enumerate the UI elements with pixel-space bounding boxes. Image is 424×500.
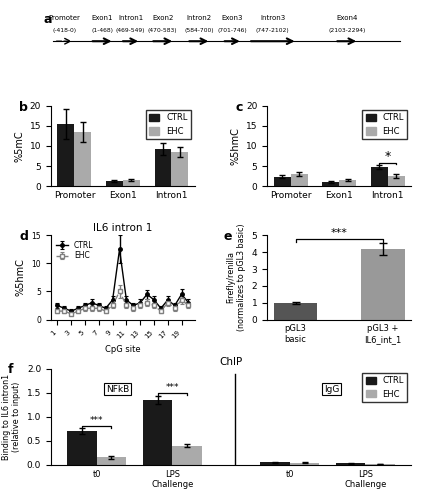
Bar — [371, 167, 388, 186]
Bar — [290, 462, 319, 465]
Text: Exon4: Exon4 — [336, 15, 357, 21]
Bar — [273, 177, 291, 186]
Title: IL6 intron 1: IL6 intron 1 — [93, 224, 153, 234]
Text: (747-2102): (747-2102) — [256, 28, 290, 32]
Text: ***: *** — [331, 228, 348, 238]
Text: Exon1: Exon1 — [91, 15, 113, 21]
Text: (469-549): (469-549) — [116, 28, 145, 32]
Legend: CTRL, EHC: CTRL, EHC — [363, 373, 407, 402]
Text: *: * — [385, 150, 391, 162]
Legend: CTRL, EHC: CTRL, EHC — [146, 110, 191, 139]
Bar — [171, 152, 189, 186]
Bar — [336, 463, 365, 465]
Bar — [365, 464, 395, 465]
Bar — [291, 174, 308, 186]
Y-axis label: %5mC: %5mC — [14, 130, 24, 162]
Y-axis label: Firefly/renilla
(normalizes to pGL3 basic): Firefly/renilla (normalizes to pGL3 basi… — [227, 224, 246, 332]
Y-axis label: Binding to IL6 intron1
(relative to input): Binding to IL6 intron1 (relative to inpu… — [2, 374, 21, 460]
Text: Intron2: Intron2 — [186, 15, 212, 21]
Text: Exon2: Exon2 — [152, 15, 173, 21]
Bar — [388, 176, 405, 186]
Text: d: d — [19, 230, 28, 243]
Bar — [172, 446, 202, 465]
Y-axis label: %5hmC: %5hmC — [230, 127, 240, 165]
Bar — [154, 149, 171, 186]
Bar — [273, 302, 317, 320]
Text: IgG: IgG — [324, 384, 340, 394]
Text: (470-583): (470-583) — [148, 28, 178, 32]
Text: (584-700): (584-700) — [184, 28, 214, 32]
Text: (2103-2294): (2103-2294) — [328, 28, 365, 32]
Text: a: a — [44, 14, 52, 26]
Bar — [97, 458, 126, 465]
Bar — [67, 432, 97, 465]
Text: NFkB: NFkB — [106, 384, 129, 394]
Bar — [75, 132, 92, 186]
Bar — [57, 124, 75, 186]
Text: e: e — [224, 230, 232, 243]
Legend: CTRL, EHC: CTRL, EHC — [363, 110, 407, 139]
Text: c: c — [235, 101, 243, 114]
Bar — [322, 182, 339, 186]
Text: ***: *** — [90, 416, 103, 424]
Text: b: b — [19, 101, 28, 114]
Text: Promoter: Promoter — [48, 15, 80, 21]
Text: (-418-0): (-418-0) — [52, 28, 76, 32]
Text: (1-468): (1-468) — [91, 28, 113, 32]
Title: ChIP: ChIP — [220, 357, 243, 367]
Text: Exon3: Exon3 — [221, 15, 243, 21]
Bar — [339, 180, 356, 186]
Bar — [361, 249, 405, 320]
Bar — [260, 462, 290, 465]
Text: f: f — [8, 363, 13, 376]
Text: ***: *** — [165, 384, 179, 392]
Legend: CTRL, EHC: CTRL, EHC — [55, 240, 95, 262]
X-axis label: CpG site: CpG site — [105, 346, 141, 354]
Text: Intron1: Intron1 — [118, 15, 143, 21]
Bar — [123, 180, 140, 186]
Bar — [143, 400, 172, 465]
Y-axis label: %5hmC: %5hmC — [16, 258, 26, 296]
Bar — [106, 181, 123, 186]
Text: Intron3: Intron3 — [260, 15, 285, 21]
Text: (701-746): (701-746) — [218, 28, 247, 32]
